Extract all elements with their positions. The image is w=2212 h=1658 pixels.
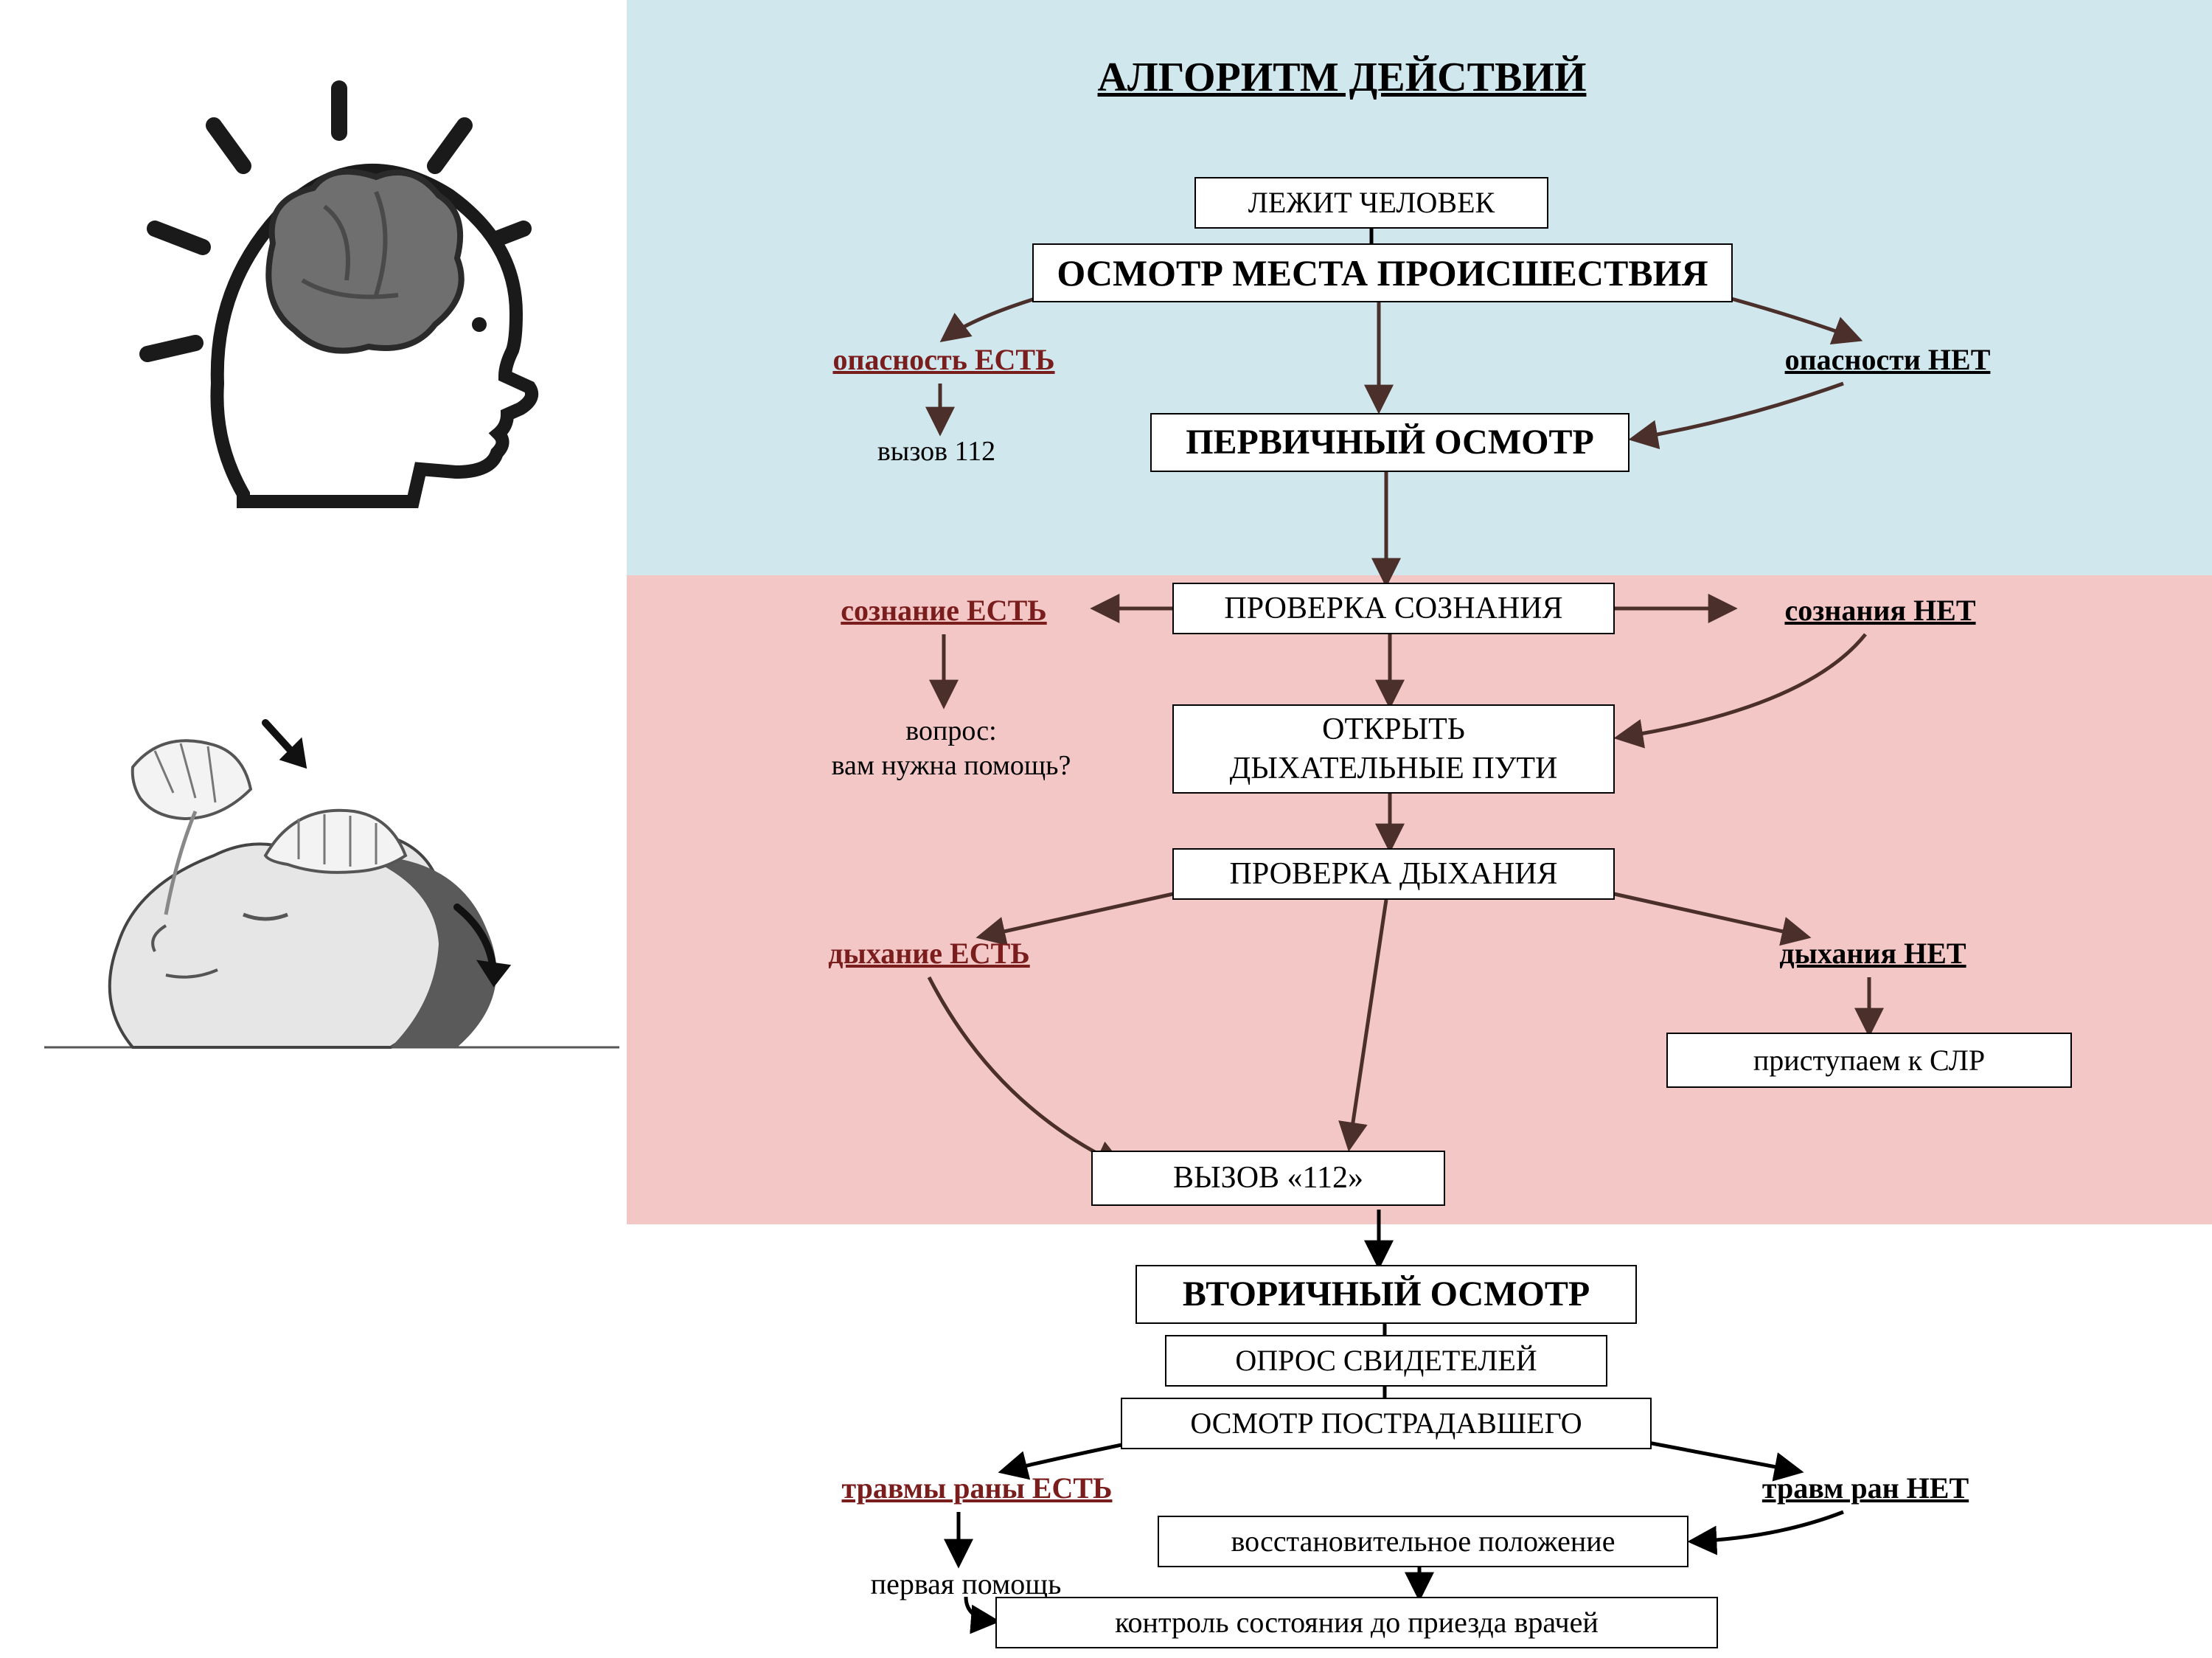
- node-start_cpr: приступаем к СЛР: [1666, 1033, 2072, 1088]
- node-injury_no: травм ран НЕТ: [1711, 1468, 2020, 1508]
- node-check_consc: ПРОВЕРКА СОЗНАНИЯ: [1172, 583, 1615, 634]
- node-witnesses: ОПРОС СВИДЕТЕЛЕЙ: [1165, 1335, 1607, 1387]
- node-secondary: ВТОРИЧНЫЙ ОСМОТР: [1135, 1265, 1637, 1324]
- node-danger_no: опасности НЕТ: [1733, 339, 2042, 380]
- node-need_help: вопрос: вам нужна помощь?: [759, 708, 1143, 789]
- node-monitor: контроль состояния до приезда врачей: [995, 1597, 1718, 1648]
- node-injury_yes: травмы раны ЕСТЬ: [782, 1468, 1172, 1508]
- brain-illustration: [103, 59, 575, 531]
- node-call112: ВЫЗОВ «112»: [1091, 1151, 1445, 1206]
- node-consc_yes: сознание ЕСТЬ: [796, 590, 1091, 631]
- node-open_airway: ОТКРЫТЬ ДЫХАТЕЛЬНЫЕ ПУТИ: [1172, 704, 1615, 794]
- node-consc_no: сознания НЕТ: [1733, 590, 2028, 631]
- node-breath_no: дыхания НЕТ: [1718, 933, 2028, 974]
- node-scene: ОСМОТР МЕСТА ПРОИСШЕСТВИЯ: [1032, 243, 1733, 302]
- node-primary: ПЕРВИЧНЫЙ ОСМОТР: [1150, 413, 1630, 472]
- node-start: ЛЕЖИТ ЧЕЛОВЕК: [1194, 177, 1548, 229]
- edge-injury_no-recovery-24: [1692, 1512, 1843, 1541]
- zone-pink: [627, 575, 2212, 1224]
- node-examine: ОСМОТР ПОСТРАДАВШЕГО: [1121, 1398, 1652, 1449]
- diagram-canvas: АЛГОРИТМ ДЕЙСТВИЙ: [0, 0, 2212, 1658]
- node-breath_yes: дыхание ЕСТЬ: [774, 933, 1084, 974]
- title: АЛГОРИТМ ДЕЙСТВИЙ: [1010, 52, 1674, 111]
- edge-examine-injury_yes-21: [1003, 1442, 1135, 1471]
- node-danger_yes: опасность ЕСТЬ: [789, 339, 1099, 380]
- node-recovery: восстановительное положение: [1158, 1516, 1688, 1567]
- edge-examine-injury_no-22: [1644, 1442, 1799, 1471]
- chin-lift-illustration: [44, 634, 619, 1121]
- node-call112a: вызов 112: [826, 431, 1047, 472]
- node-check_breath: ПРОВЕРКА ДЫХАНИЯ: [1172, 848, 1615, 900]
